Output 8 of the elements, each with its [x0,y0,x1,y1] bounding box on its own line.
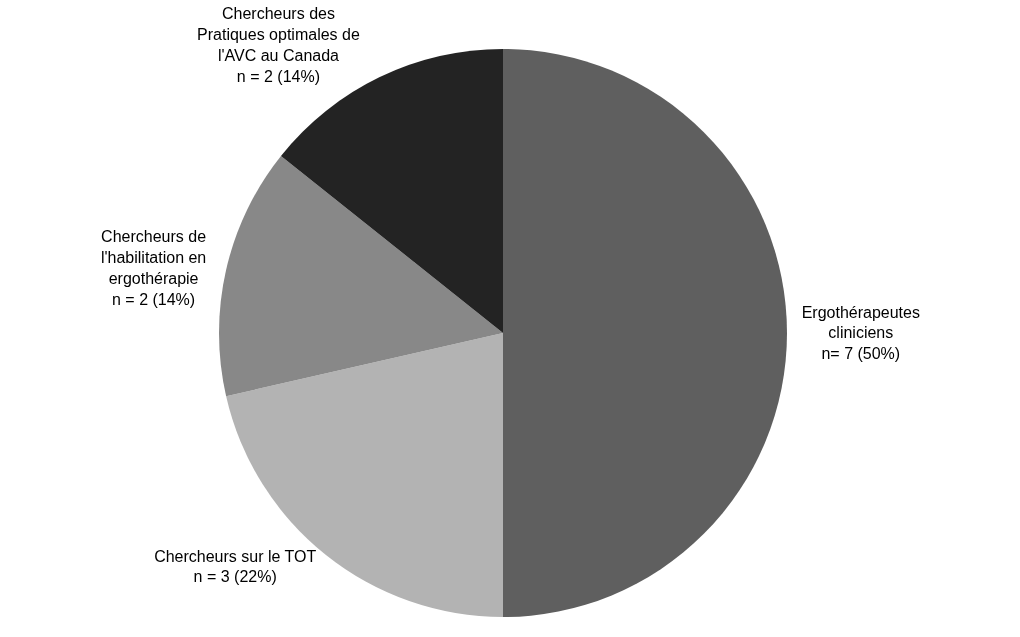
data-label: n = 2 (14%) [112,290,196,308]
slice-label: Chercheurs sur le TOT [154,547,317,565]
pie-slice [219,155,503,397]
data-label: n = 2 (14%) [236,67,321,85]
pie-slice [280,49,503,333]
data-label: n= 7 (50%) [821,345,901,363]
pie-slice [503,49,787,617]
data-label: n = 3 (22%) [193,568,277,586]
